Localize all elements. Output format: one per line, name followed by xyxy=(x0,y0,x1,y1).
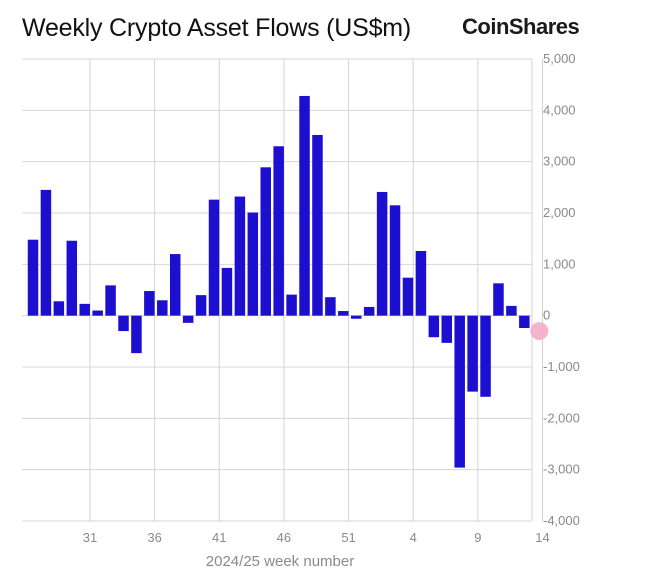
bar-week-35 xyxy=(131,315,142,354)
bar-week-31 xyxy=(79,303,90,316)
bar-week-10 xyxy=(480,315,491,397)
bar-week-34 xyxy=(118,315,129,332)
y-tick-label: 1,000 xyxy=(543,256,576,271)
y-tick-label: 3,000 xyxy=(543,154,576,169)
bar-week-28 xyxy=(40,189,52,316)
bar-week-5 xyxy=(415,250,427,316)
y-tick-label: -3,000 xyxy=(543,462,580,477)
bar-week-40 xyxy=(195,295,207,316)
bar-week-6 xyxy=(428,315,440,338)
bar-week-45 xyxy=(260,167,271,316)
bar-week-13 xyxy=(519,315,530,328)
bar-week-51 xyxy=(338,311,349,316)
bar-week-39 xyxy=(182,315,194,323)
markers xyxy=(530,322,549,341)
y-tick-label: 5,000 xyxy=(543,51,576,66)
x-tick-label: 4 xyxy=(410,530,417,545)
x-tick-label: 31 xyxy=(83,530,97,545)
y-tick-label: -1,000 xyxy=(543,359,580,374)
bar-week-7 xyxy=(441,315,453,343)
y-tick-label: 2,000 xyxy=(543,205,576,220)
y-tick-label: 4,000 xyxy=(543,102,576,117)
bar-week-29 xyxy=(53,301,65,316)
bar-week-9 xyxy=(467,315,478,392)
x-tick-label: 41 xyxy=(212,530,226,545)
coinshares-logo: CoinShares xyxy=(462,14,580,39)
bar-week-27 xyxy=(27,239,39,316)
bar-week-36 xyxy=(144,291,155,316)
bar-week-47 xyxy=(286,294,297,316)
x-tick-label: 14 xyxy=(535,530,549,545)
bar-week-37 xyxy=(157,300,168,316)
bar-week-38 xyxy=(169,254,181,316)
bar-week-2 xyxy=(376,191,388,316)
bar-week-41 xyxy=(208,199,220,316)
bar-week-46 xyxy=(273,146,284,316)
y-tick-label: -4,000 xyxy=(543,513,580,528)
y-tick-label: -2,000 xyxy=(543,410,580,425)
bar-week-48 xyxy=(299,95,310,316)
bar-week-32 xyxy=(92,310,103,316)
bar-week-11 xyxy=(493,283,504,316)
x-tick-label: 51 xyxy=(341,530,355,545)
bar-week-3 xyxy=(389,205,401,316)
y-axis-ticks: 5,000 4,000 3,000 2,000 1,000 0 -1,000 -2,000 -3… xyxy=(543,51,580,528)
highlight-marker xyxy=(530,322,549,341)
bar-week-12 xyxy=(506,305,517,316)
x-tick-label: 36 xyxy=(147,530,161,545)
y-tick-label: 0 xyxy=(543,308,550,323)
x-axis-ticks: 31 36 41 46 51 4 9 14 xyxy=(83,530,550,545)
bar-week-50 xyxy=(325,297,336,316)
bar-week-49 xyxy=(312,134,323,316)
bar-week-30 xyxy=(66,240,78,316)
bar-week-4 xyxy=(402,277,414,316)
x-tick-label: 9 xyxy=(474,530,481,545)
bar-week-42 xyxy=(221,267,233,316)
bar-week-8 xyxy=(454,315,465,468)
bars xyxy=(27,95,530,468)
bar-week-52 xyxy=(351,315,362,319)
bar-week-44 xyxy=(247,212,259,316)
bar-week-1 xyxy=(363,306,375,316)
x-axis-label: 2024/25 week number xyxy=(206,553,354,570)
chart-title: Weekly Crypto Asset Flows (US$m) xyxy=(22,14,412,42)
x-tick-label: 46 xyxy=(277,530,291,545)
bar-week-43 xyxy=(234,196,246,316)
bar-week-33 xyxy=(105,285,116,316)
